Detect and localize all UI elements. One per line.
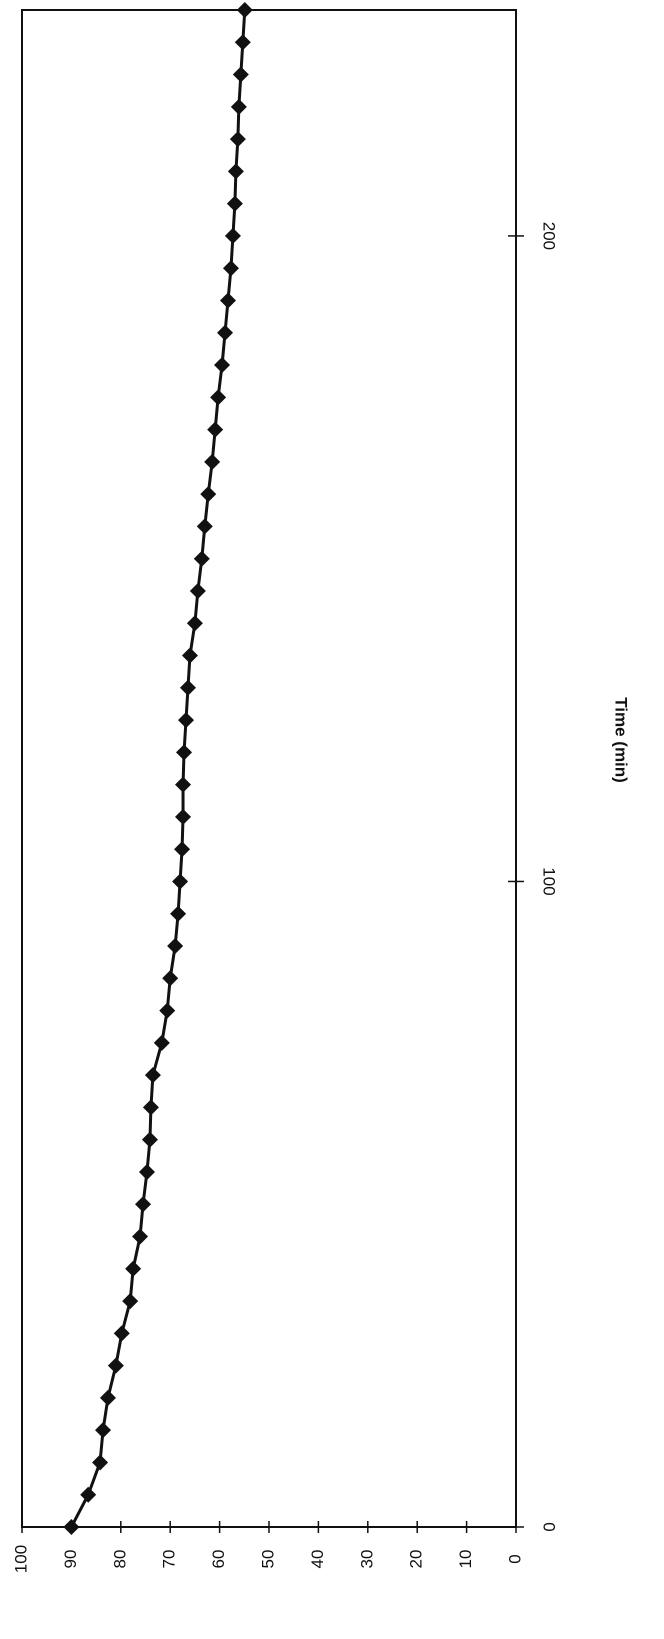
- y-tick-label: 40: [308, 1550, 327, 1569]
- data-marker: [113, 1325, 130, 1342]
- data-marker: [153, 1034, 170, 1051]
- data-marker: [178, 712, 195, 729]
- data-marker: [222, 260, 239, 277]
- data-marker: [176, 744, 193, 761]
- data-marker: [217, 324, 234, 341]
- x-tick-label: 0: [540, 1522, 559, 1531]
- data-marker: [138, 1163, 155, 1180]
- data-marker: [179, 679, 196, 696]
- data-marker: [80, 1486, 97, 1503]
- data-marker: [204, 453, 221, 470]
- x-tick-label: 200: [540, 222, 559, 250]
- data-line: [70, 9, 247, 1528]
- data-marker: [175, 808, 192, 825]
- data-marker: [135, 1196, 152, 1213]
- data-marker: [174, 841, 191, 858]
- data-marker: [186, 615, 203, 632]
- data-marker: [200, 486, 217, 503]
- data-marker: [132, 1228, 149, 1245]
- data-marker: [196, 518, 213, 535]
- data-marker: [229, 131, 246, 148]
- data-marker: [236, 2, 253, 18]
- data-marker: [95, 1422, 112, 1439]
- data-marker: [234, 34, 251, 51]
- y-tick-label: 70: [160, 1550, 179, 1569]
- data-marker: [232, 66, 249, 83]
- data-marker: [63, 1519, 80, 1535]
- x-tick-label: 100: [540, 867, 559, 895]
- y-tick-label: 20: [407, 1550, 426, 1569]
- data-marker: [99, 1389, 116, 1406]
- data-marker: [230, 98, 247, 115]
- data-marker: [207, 421, 224, 438]
- data-marker: [189, 582, 206, 599]
- data-marker: [122, 1293, 139, 1310]
- data-marker: [144, 1067, 161, 1084]
- y-tick-label: 50: [258, 1550, 277, 1569]
- y-tick-label: 10: [456, 1550, 475, 1569]
- data-marker: [107, 1357, 124, 1374]
- y-tick-label: 30: [357, 1550, 376, 1569]
- y-tick-label: 80: [110, 1550, 129, 1569]
- y-tick-label: 0: [505, 1554, 524, 1563]
- data-marker: [170, 905, 187, 922]
- data-marker: [226, 195, 243, 212]
- y-tick-label: 100: [11, 1545, 30, 1573]
- data-marker: [193, 550, 210, 567]
- data-marker: [159, 1002, 176, 1019]
- data-marker: [167, 938, 184, 955]
- data-marker: [125, 1260, 142, 1277]
- x-axis-title: Time (min): [612, 697, 631, 783]
- data-marker: [162, 970, 179, 987]
- data-marker: [92, 1454, 109, 1471]
- y-tick-label: 60: [209, 1550, 228, 1569]
- data-marker: [214, 357, 231, 374]
- plot-frame: [21, 9, 517, 1528]
- data-marker: [175, 776, 192, 793]
- y-tick-label: 90: [61, 1550, 80, 1569]
- data-marker: [210, 389, 227, 406]
- data-marker: [142, 1099, 159, 1116]
- data-marker: [141, 1131, 158, 1148]
- data-marker: [172, 873, 189, 890]
- data-marker: [219, 292, 236, 309]
- data-marker: [227, 163, 244, 180]
- data-marker: [224, 227, 241, 244]
- data-marker: [181, 647, 198, 664]
